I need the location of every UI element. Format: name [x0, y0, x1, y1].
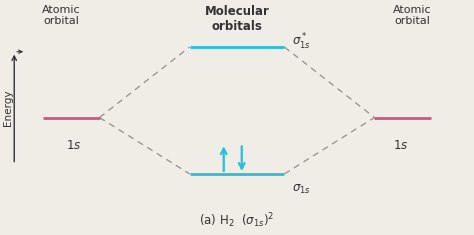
Text: Molecular
orbitals: Molecular orbitals	[205, 5, 269, 33]
Text: Atomic
orbital: Atomic orbital	[42, 5, 81, 26]
Text: Atomic
orbital: Atomic orbital	[393, 5, 432, 26]
Text: $1s$: $1s$	[66, 139, 81, 152]
Text: Energy: Energy	[2, 90, 13, 126]
Text: $1s$: $1s$	[393, 139, 408, 152]
Text: $\sigma^*_{1s}$: $\sigma^*_{1s}$	[292, 32, 310, 52]
Text: $\sigma_{1s}$: $\sigma_{1s}$	[292, 183, 310, 196]
Text: (a) H$_2$  ($\sigma_{1s}$)$^2$: (a) H$_2$ ($\sigma_{1s}$)$^2$	[200, 212, 274, 230]
